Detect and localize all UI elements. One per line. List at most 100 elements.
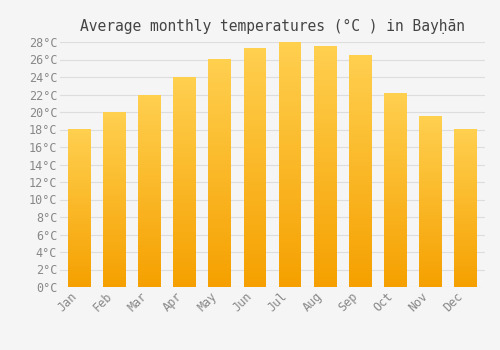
Bar: [244, 53, 266, 58]
Bar: [454, 170, 477, 174]
Bar: [384, 143, 407, 147]
Bar: [244, 172, 266, 177]
Bar: [278, 150, 301, 155]
Bar: [138, 283, 161, 287]
Bar: [103, 228, 126, 231]
Bar: [314, 200, 336, 205]
Bar: [208, 246, 231, 251]
Bar: [68, 130, 90, 133]
Bar: [68, 259, 90, 262]
Bar: [103, 266, 126, 270]
Bar: [454, 183, 477, 186]
Bar: [278, 47, 301, 52]
Bar: [68, 224, 90, 227]
Bar: [103, 154, 126, 158]
Bar: [419, 260, 442, 263]
Bar: [419, 280, 442, 284]
Bar: [208, 64, 231, 69]
Bar: [68, 221, 90, 224]
Bar: [174, 220, 196, 224]
Bar: [384, 151, 407, 155]
Bar: [68, 230, 90, 233]
Bar: [349, 208, 372, 213]
Bar: [68, 174, 90, 177]
Bar: [103, 112, 126, 116]
Bar: [244, 249, 266, 253]
Bar: [138, 237, 161, 241]
Bar: [103, 189, 126, 192]
Bar: [454, 243, 477, 246]
Bar: [244, 67, 266, 72]
Bar: [314, 104, 336, 109]
Bar: [454, 177, 477, 180]
Bar: [454, 227, 477, 230]
Bar: [138, 191, 161, 195]
Bar: [349, 241, 372, 245]
Bar: [174, 148, 196, 153]
Bar: [208, 205, 231, 210]
Bar: [349, 171, 372, 176]
Bar: [419, 215, 442, 219]
Bar: [384, 272, 407, 275]
Bar: [68, 180, 90, 183]
Bar: [278, 194, 301, 199]
Bar: [244, 110, 266, 115]
Bar: [138, 148, 161, 152]
Bar: [174, 249, 196, 253]
Bar: [454, 252, 477, 256]
Bar: [244, 268, 266, 273]
Bar: [314, 210, 336, 215]
Bar: [174, 266, 196, 270]
Bar: [103, 164, 126, 168]
Bar: [174, 199, 196, 203]
Bar: [138, 125, 161, 129]
Bar: [314, 75, 336, 80]
Bar: [349, 282, 372, 287]
Bar: [244, 211, 266, 215]
Bar: [384, 170, 407, 174]
Bar: [138, 248, 161, 252]
Bar: [174, 216, 196, 220]
Bar: [278, 91, 301, 96]
Bar: [103, 241, 126, 245]
Bar: [278, 253, 301, 258]
Bar: [454, 193, 477, 196]
Bar: [208, 269, 231, 273]
Bar: [138, 187, 161, 191]
Bar: [454, 221, 477, 224]
Bar: [278, 238, 301, 243]
Bar: [174, 174, 196, 178]
Bar: [103, 130, 126, 133]
Bar: [174, 127, 196, 132]
Bar: [454, 174, 477, 177]
Bar: [419, 191, 442, 195]
Bar: [419, 140, 442, 144]
Bar: [314, 66, 336, 70]
Bar: [314, 138, 336, 143]
Bar: [174, 186, 196, 190]
Bar: [208, 264, 231, 269]
Bar: [68, 249, 90, 252]
Bar: [454, 259, 477, 262]
Bar: [384, 240, 407, 244]
Bar: [419, 222, 442, 225]
Bar: [454, 211, 477, 215]
Bar: [244, 182, 266, 187]
Bar: [278, 233, 301, 238]
Bar: [103, 168, 126, 172]
Bar: [103, 175, 126, 178]
Bar: [138, 172, 161, 175]
Bar: [103, 199, 126, 203]
Bar: [454, 256, 477, 259]
Bar: [314, 248, 336, 253]
Bar: [349, 78, 372, 83]
Bar: [384, 275, 407, 279]
Bar: [384, 186, 407, 190]
Bar: [174, 161, 196, 165]
Bar: [68, 246, 90, 249]
Bar: [208, 146, 231, 150]
Bar: [419, 184, 442, 188]
Bar: [384, 104, 407, 108]
Bar: [68, 189, 90, 193]
Bar: [174, 98, 196, 102]
